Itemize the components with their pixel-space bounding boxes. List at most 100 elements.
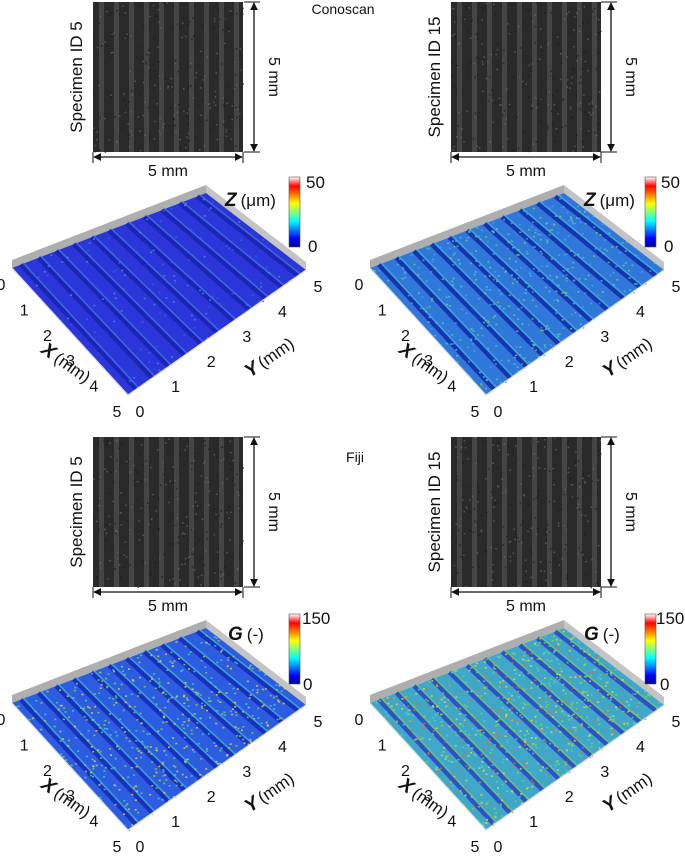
y-tick-label: 1 [529,814,538,831]
x-tick-label: 1 [20,737,29,754]
surface-ridges [377,628,659,826]
x-tick-label: 3 [66,353,75,370]
y-tick-label: 5 [314,279,323,296]
y-tick-label: 0 [494,839,503,856]
svg-text:G(-): G (-) [228,624,264,645]
photo-stripes [451,437,602,589]
y-axis-ticks: 0 1 2 3 4 5 [136,279,323,421]
x-tick-label: 1 [378,302,387,319]
x-tick-label: 2 [401,328,410,345]
x-tick-label: 2 [43,328,52,345]
y-tick-label: 3 [600,329,609,346]
y-axis-unit: (mm) [254,334,297,372]
colorbar-max-label: 50 [661,173,680,192]
colorbar-symbol: G [228,624,243,645]
surface-ridges [19,193,301,391]
y-tick-label: 2 [207,789,216,806]
colorbar-fiji-right: G (-) 150 0 [584,609,684,694]
colorbar-unit: (-) [247,625,264,644]
colorbar-min-label: 0 [308,237,317,256]
specimen-label: Specimen ID 5 [67,21,86,133]
y-axis-ticks: 0 1 2 3 4 5 [494,279,681,421]
surface-edge [369,267,665,396]
x-tick-label: 4 [89,814,98,831]
colorbar-min-label: 0 [660,675,669,694]
surface-ridges [377,193,659,391]
y-axis-ticks: 0 1 2 3 4 5 [494,714,681,856]
surface-texture [35,198,291,382]
y-tick-label: 0 [136,839,145,856]
y-axis-unit: (mm) [254,769,297,807]
colorbar-conoscan-right: Z (μm) 50 0 [583,173,680,256]
x-tick-label: 1 [378,737,387,754]
x-tick-label: 5 [113,839,122,856]
back-wall [370,620,564,703]
section-title-conoscan: Conoscan [311,1,374,17]
colorbar-symbol: G [584,624,599,645]
x-tick-label: 0 [355,712,364,729]
colorbar-scale [288,176,301,248]
y-tick-label: 5 [314,714,323,731]
y-tick-label: 3 [242,764,251,781]
y-axis-unit: (mm) [612,769,655,807]
colorbar-max-label: 50 [306,173,325,192]
y-tick-label: 4 [278,304,287,321]
back-wall [564,620,664,705]
y-tick-label: 1 [529,379,538,396]
x-tick-label: 3 [424,353,433,370]
x-tick-label: 3 [424,788,433,805]
section-title-fiji: Fiji [346,449,364,465]
colorbar-scale [644,613,657,685]
y-axis-unit: (mm) [612,334,655,372]
photo-panel-conoscan-id5: Specimen ID 5 5 mm 5 mm [67,1,282,180]
height-dimension-label: 5 mm [622,492,639,532]
y-tick-label: 0 [494,404,503,421]
back-wall [564,185,664,270]
width-dimension-label: 5 mm [148,598,188,615]
svg-text:Z(μm): Z (μm) [583,190,635,211]
y-axis-ticks: 0 1 2 3 4 5 [136,714,323,856]
y-tick-label: 5 [672,714,681,731]
y-tick-label: 5 [672,279,681,296]
x-tick-label: 4 [89,379,98,396]
colorbar-max-label: 150 [302,609,330,628]
x-tick-label: 2 [43,763,52,780]
x-tick-label: 5 [471,839,480,856]
photo-panel-fiji-id5: Specimen ID 5 5 mm 5 mm [67,436,282,615]
specimen-label: Specimen ID 15 [425,452,444,573]
width-dimension-label: 5 mm [148,163,188,180]
photo-panel-conoscan-id15: Specimen ID 15 5 mm 5 mm [425,1,639,180]
surface-edge [11,702,307,831]
width-dimension-label: 5 mm [506,598,546,615]
y-tick-label: 3 [600,764,609,781]
x-tick-label: 1 [20,302,29,319]
y-tick-label: 2 [565,789,574,806]
x-tick-label: 5 [113,404,122,421]
y-tick-label: 0 [136,404,145,421]
width-dimension-label: 5 mm [506,163,546,180]
surface-edge [11,267,307,396]
colorbar-min-label: 0 [664,237,673,256]
specimen-label: Specimen ID 15 [425,17,444,138]
specimen-label: Specimen ID 5 [67,456,86,568]
back-wall [370,185,564,268]
surface-texture [372,195,664,390]
photo-stripes [451,2,602,153]
back-wall [12,620,206,703]
y-tick-label: 1 [171,379,180,396]
colorbar-min-label: 0 [303,675,312,694]
y-tick-label: 4 [278,739,287,756]
colorbar-conoscan-left: Z (μm) 50 0 [224,173,325,256]
colorbar-scale [288,613,301,685]
y-tick-label: 4 [636,739,645,756]
x-tick-label: 4 [447,379,456,396]
photo-stripes [93,437,244,588]
y-tick-label: 4 [636,304,645,321]
x-tick-label: 0 [355,277,364,294]
